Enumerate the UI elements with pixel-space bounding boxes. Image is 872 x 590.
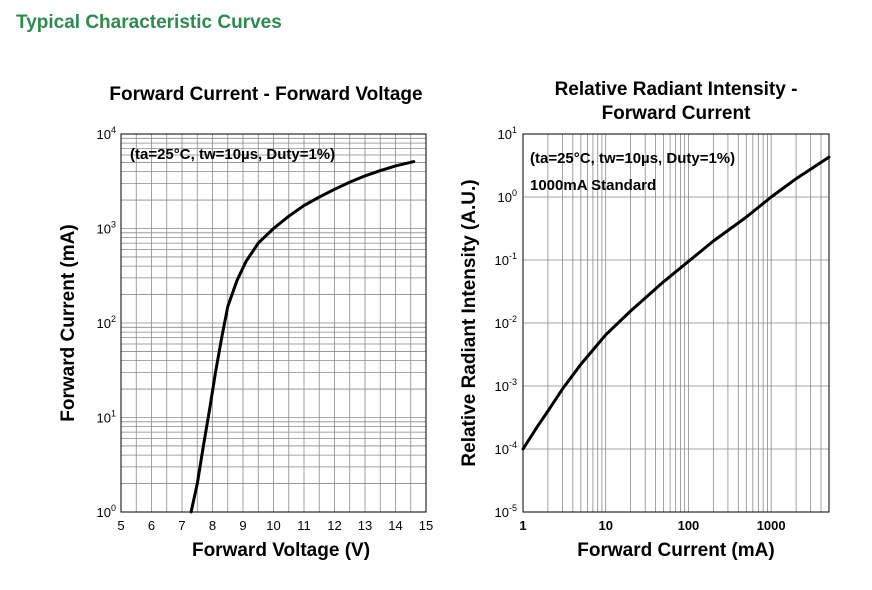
left-x-tick-label: 10: [266, 518, 280, 533]
left-x-tick-label: 6: [148, 518, 155, 533]
right-y-tick-label: 101: [498, 125, 517, 142]
left-y-tick-labels: 100 101 102 103 104: [97, 125, 116, 520]
right-plot-frame: [522, 133, 830, 513]
left-x-tick-label: 5: [117, 518, 124, 533]
left-grid: [121, 134, 426, 512]
left-y-tick-label: 103: [97, 220, 116, 237]
section-title: Typical Characteristic Curves: [16, 12, 282, 33]
left-x-axis-label: Forward Voltage (V): [192, 540, 370, 561]
left-y-axis-label: Forward Current (mA): [58, 224, 79, 421]
left-x-tick-label: 13: [358, 518, 372, 533]
right-x-tick-label: 100: [678, 518, 700, 533]
left-y-tick-label: 104: [97, 125, 116, 142]
right-series-line: [521, 155, 831, 451]
left-x-tick-label: 11: [297, 518, 311, 533]
right-x-tick-labels: 1 10 100 1000: [519, 518, 785, 533]
left-x-tick-label: 14: [388, 518, 402, 533]
left-series-line: [189, 160, 416, 514]
left-annotation: (ta=25°C, tw=10µs, Duty=1%): [130, 146, 335, 163]
left-x-tick-label: 15: [419, 518, 433, 533]
left-x-tick-label: 9: [239, 518, 246, 533]
left-y-tick-label: 102: [97, 314, 116, 331]
right-y-tick-labels: 10-5 10-4 10-3 10-2 10-1 100 101: [495, 125, 517, 520]
right-y-axis-label: Relative Radiant Intensity (A.U.): [459, 179, 480, 466]
right-y-tick-label: 100: [498, 188, 517, 205]
right-chart-title-line-1: Relative Radiant Intensity -: [555, 79, 798, 100]
left-plot-frame: [120, 133, 427, 513]
forward-current-voltage-chart: Forward Current - Forward Voltage (ta=25…: [58, 84, 433, 561]
right-annotation: (ta=25°C, tw=10µs, Duty=1%): [530, 150, 735, 167]
left-x-tick-label: 12: [327, 518, 341, 533]
right-x-tick-label: 1000: [757, 518, 786, 533]
left-x-tick-label: 8: [209, 518, 216, 533]
right-y-tick-label: 10-4: [495, 440, 517, 457]
right-y-tick-label: 10-2: [495, 314, 517, 331]
left-y-tick-label: 101: [97, 409, 116, 426]
right-y-tick-label: 10-1: [495, 251, 517, 268]
right-annotation-standard: 1000mA Standard: [530, 177, 656, 194]
right-x-tick-label: 10: [598, 518, 612, 533]
left-x-tick-labels: 5 6 7 8 9 10 11 12 13 14 15: [117, 518, 433, 533]
right-y-tick-label: 10-3: [495, 377, 517, 394]
right-chart-title-line-2: Forward Current: [602, 103, 752, 124]
right-x-tick-label: 1: [519, 518, 526, 533]
right-y-tick-label: 10-5: [495, 503, 517, 520]
right-x-axis-label: Forward Current (mA): [577, 540, 774, 561]
left-y-tick-label: 100: [97, 503, 116, 520]
relative-intensity-current-chart: Relative Radiant Intensity - Forward Cur…: [459, 79, 831, 561]
left-chart-title: Forward Current - Forward Voltage: [109, 84, 422, 105]
left-x-tick-label: 7: [178, 518, 185, 533]
